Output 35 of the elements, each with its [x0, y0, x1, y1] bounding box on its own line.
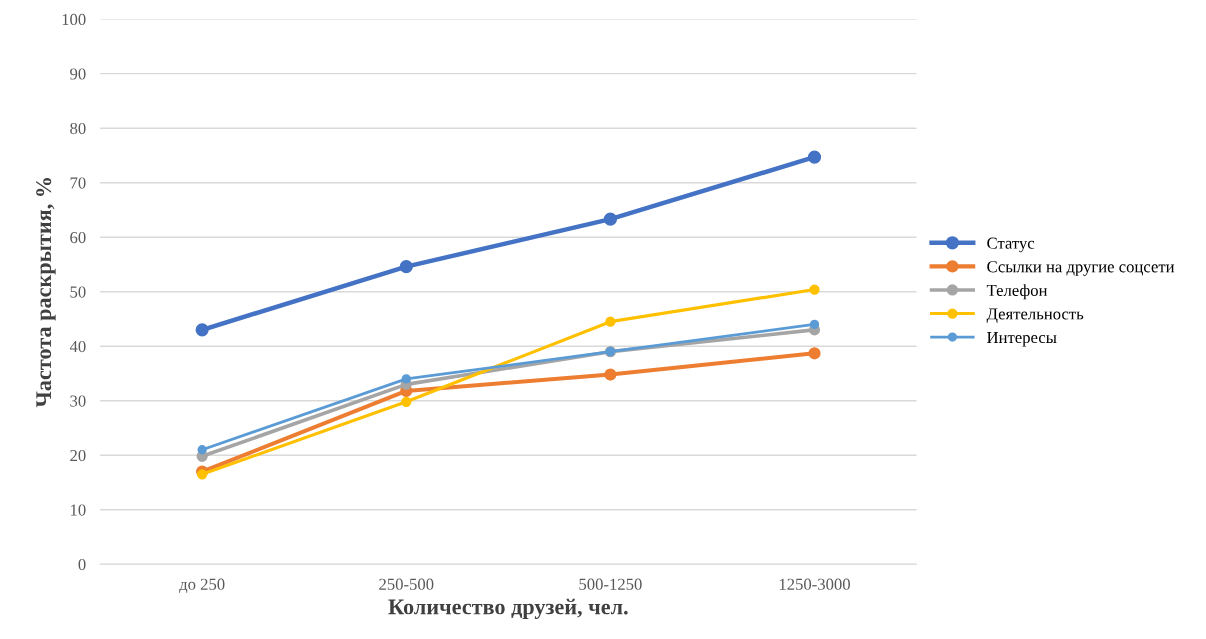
x-tick-label: 500-1250	[579, 578, 642, 590]
y-tick-label: 100	[62, 13, 86, 26]
y-tick-label: 30	[70, 395, 86, 407]
legend-label: Статус	[987, 237, 1035, 253]
y-axis-title: Частота раскрытия, %	[36, 178, 56, 408]
legend-label: Телефон	[986, 284, 1048, 300]
y-tick-label: 0	[78, 558, 86, 571]
point	[401, 374, 411, 384]
y-tick-label: 80	[70, 122, 86, 135]
point	[605, 316, 616, 327]
legend-label: Ссылки на другие соцсети	[987, 261, 1175, 276]
point	[807, 150, 822, 164]
point	[197, 445, 207, 455]
y-tick-label: 40	[69, 340, 86, 353]
point	[401, 396, 412, 407]
x-axis-title: Количество друзей, чел.	[388, 598, 628, 619]
y-tick-label: 90	[70, 68, 86, 80]
point	[809, 319, 820, 330]
point	[808, 347, 821, 360]
y-tick-label: 10	[71, 504, 86, 516]
y-tick-label: 20	[70, 449, 86, 462]
x-tick-label: до 250	[179, 578, 225, 593]
point	[809, 284, 820, 295]
point	[195, 323, 209, 337]
point	[197, 469, 208, 480]
legend-label: Деятельность	[986, 308, 1084, 323]
point	[604, 368, 617, 381]
y-tick-label: 70	[70, 177, 86, 189]
x-tick-label: 1250-3000	[779, 578, 850, 590]
legend-label: Интересы	[987, 331, 1057, 347]
point	[603, 212, 617, 226]
point	[399, 260, 413, 274]
y-tick-label: 60	[70, 231, 86, 244]
y-tick-label: 50	[70, 286, 86, 298]
x-tick-label: 250-500	[379, 578, 434, 590]
